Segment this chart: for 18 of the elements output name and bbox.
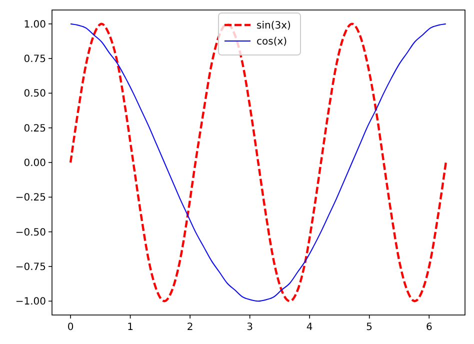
y-tick-label: −0.50 (15, 227, 46, 238)
y-tick-label: −0.25 (15, 192, 46, 204)
x-tick-label: 6 (426, 322, 432, 333)
x-tick-label: 3 (246, 322, 254, 333)
y-tick-label: 0.25 (24, 123, 46, 134)
y-tick-label: −1.00 (15, 296, 46, 308)
y-tick-label: −0.75 (15, 262, 46, 273)
x-tick-label: 4 (306, 322, 313, 333)
legend-label: sin(3x) (256, 20, 292, 32)
x-tick-label: 5 (366, 322, 373, 333)
legend-label: cos(x) (256, 36, 288, 48)
y-tick-label: 0.75 (24, 54, 46, 66)
x-tick-label: 1 (127, 322, 134, 333)
y-tick-label: 0.00 (24, 158, 46, 169)
x-tick-label: 2 (186, 322, 194, 333)
x-tick-label: 0 (67, 322, 74, 333)
y-tick-label: 0.50 (24, 88, 46, 100)
y-tick-label: 1.00 (24, 19, 46, 30)
